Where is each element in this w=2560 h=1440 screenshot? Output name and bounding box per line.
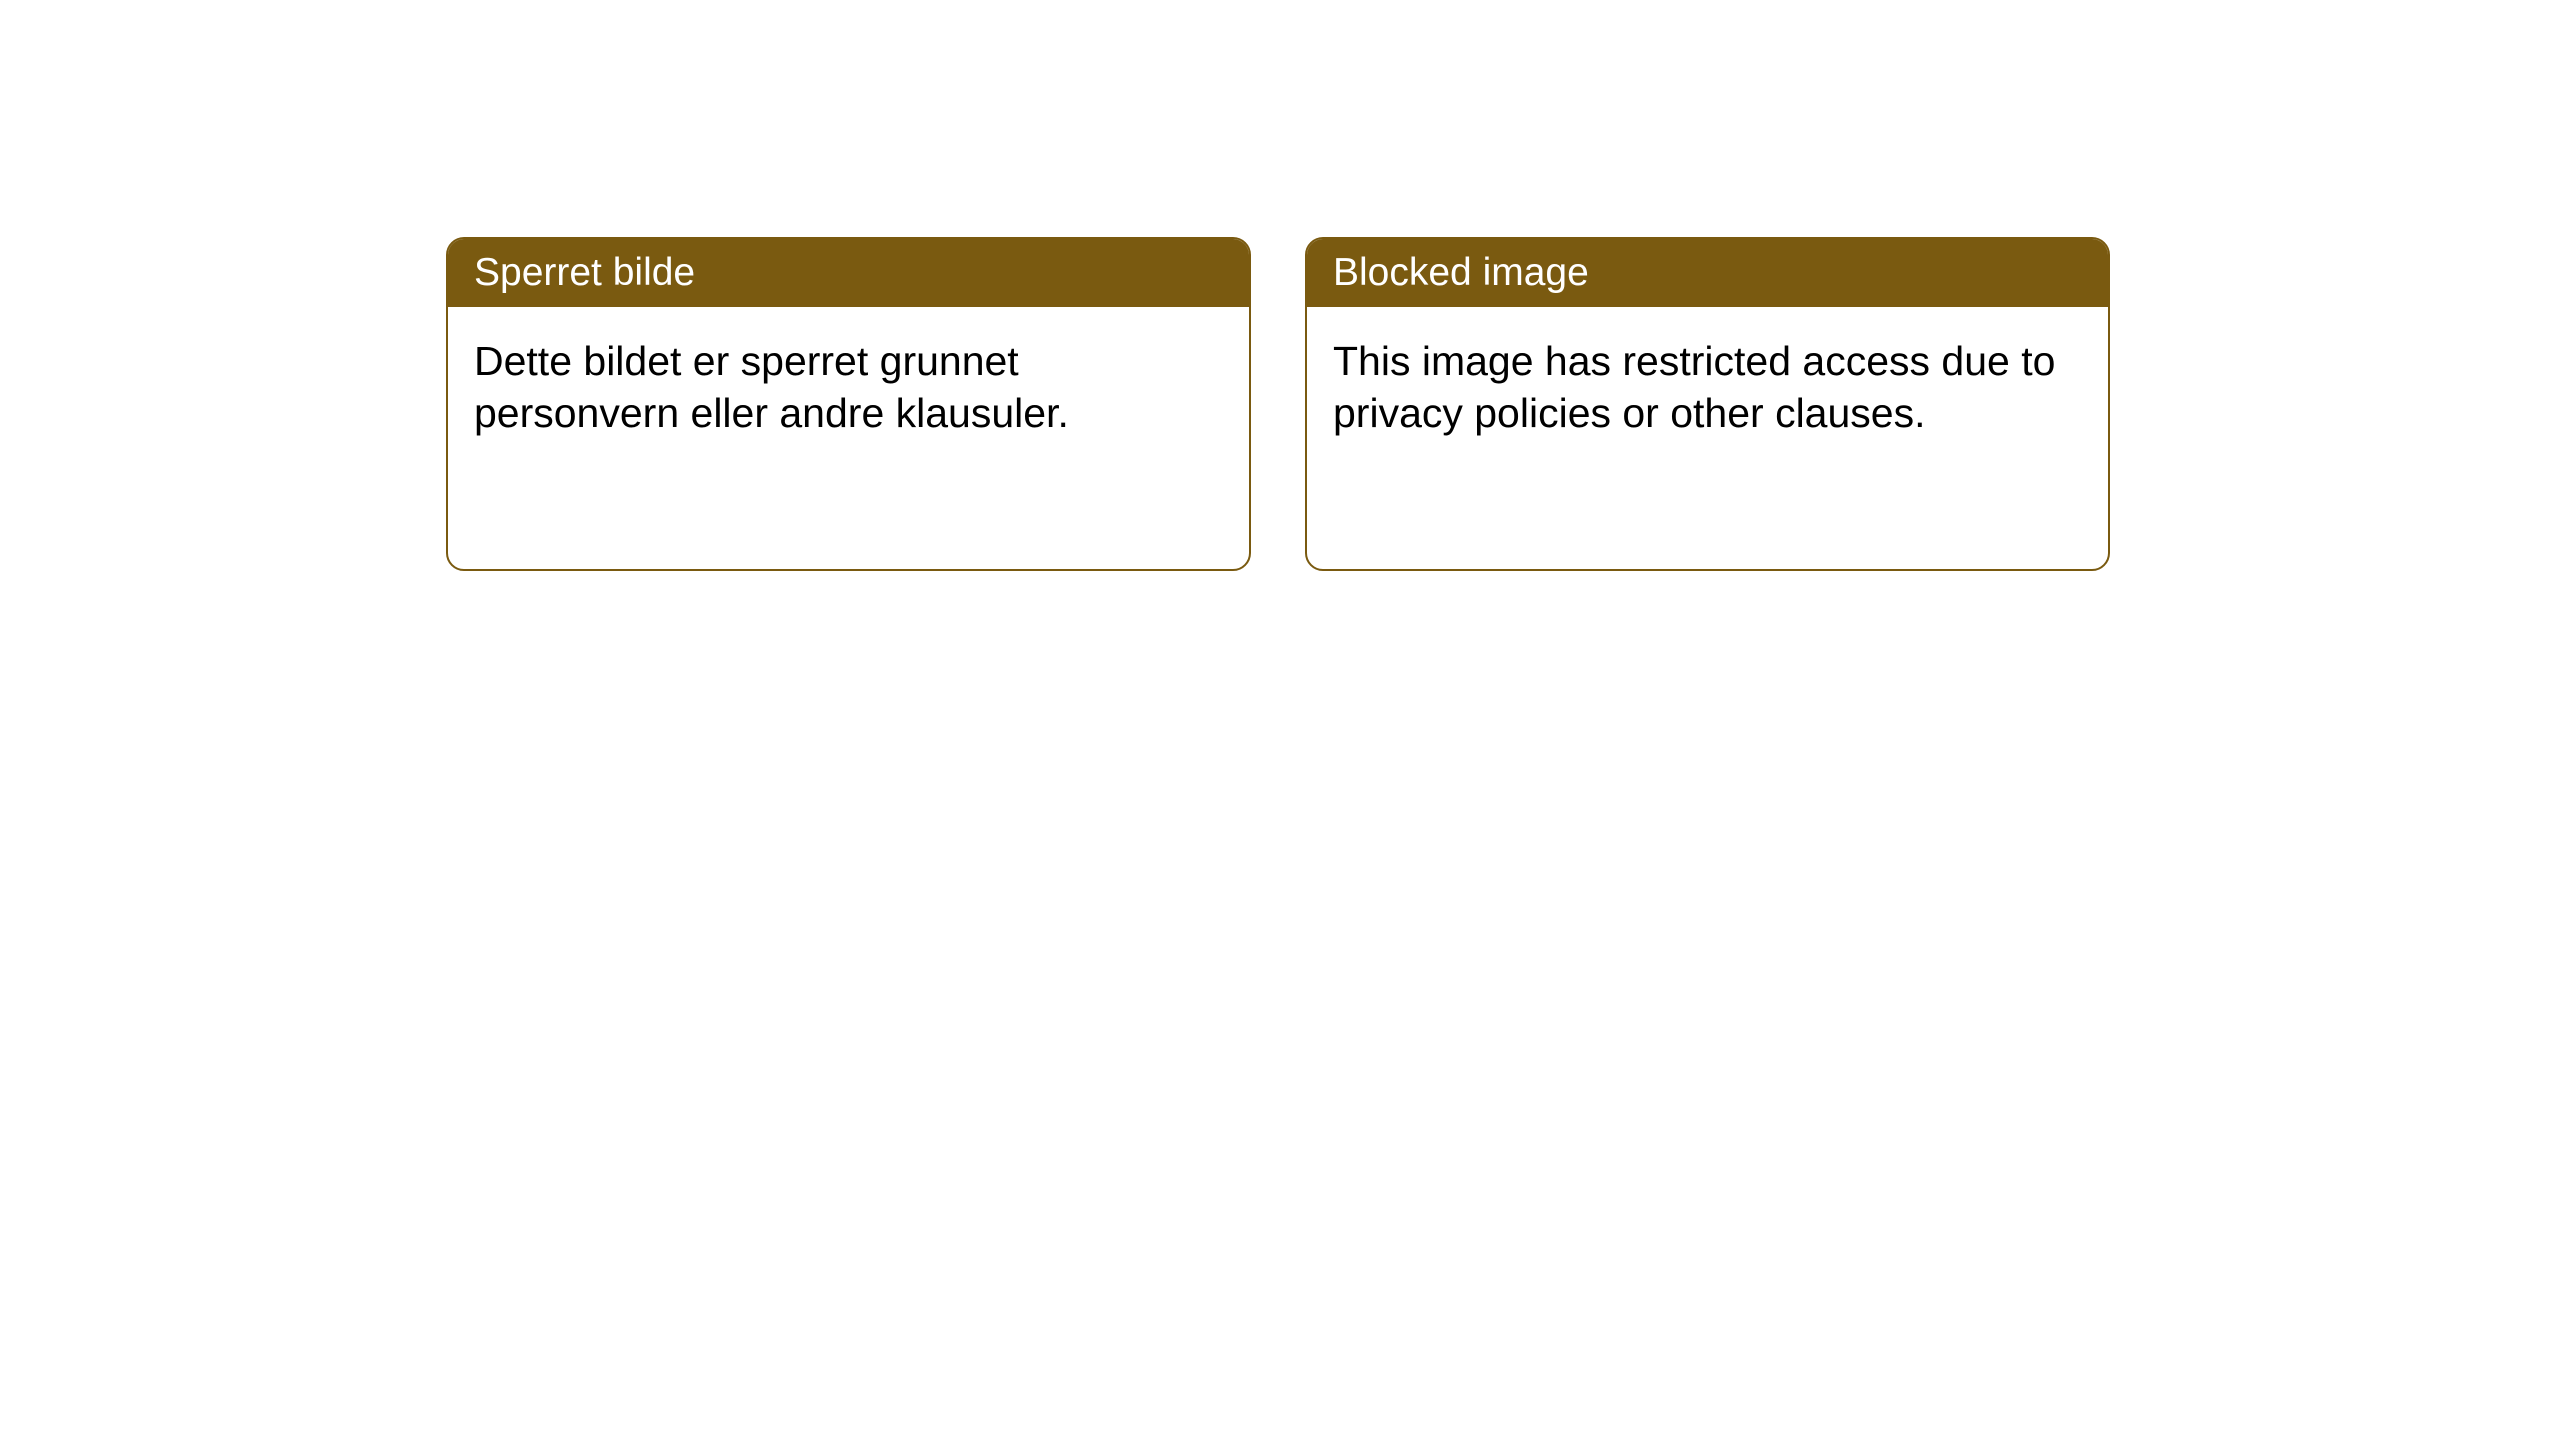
notice-header: Blocked image — [1307, 239, 2108, 307]
notice-card-norwegian: Sperret bilde Dette bildet er sperret gr… — [446, 237, 1251, 571]
notice-card-english: Blocked image This image has restricted … — [1305, 237, 2110, 571]
notice-header: Sperret bilde — [448, 239, 1249, 307]
notice-container: Sperret bilde Dette bildet er sperret gr… — [0, 0, 2560, 571]
notice-body: This image has restricted access due to … — [1307, 307, 2108, 468]
notice-body: Dette bildet er sperret grunnet personve… — [448, 307, 1249, 468]
